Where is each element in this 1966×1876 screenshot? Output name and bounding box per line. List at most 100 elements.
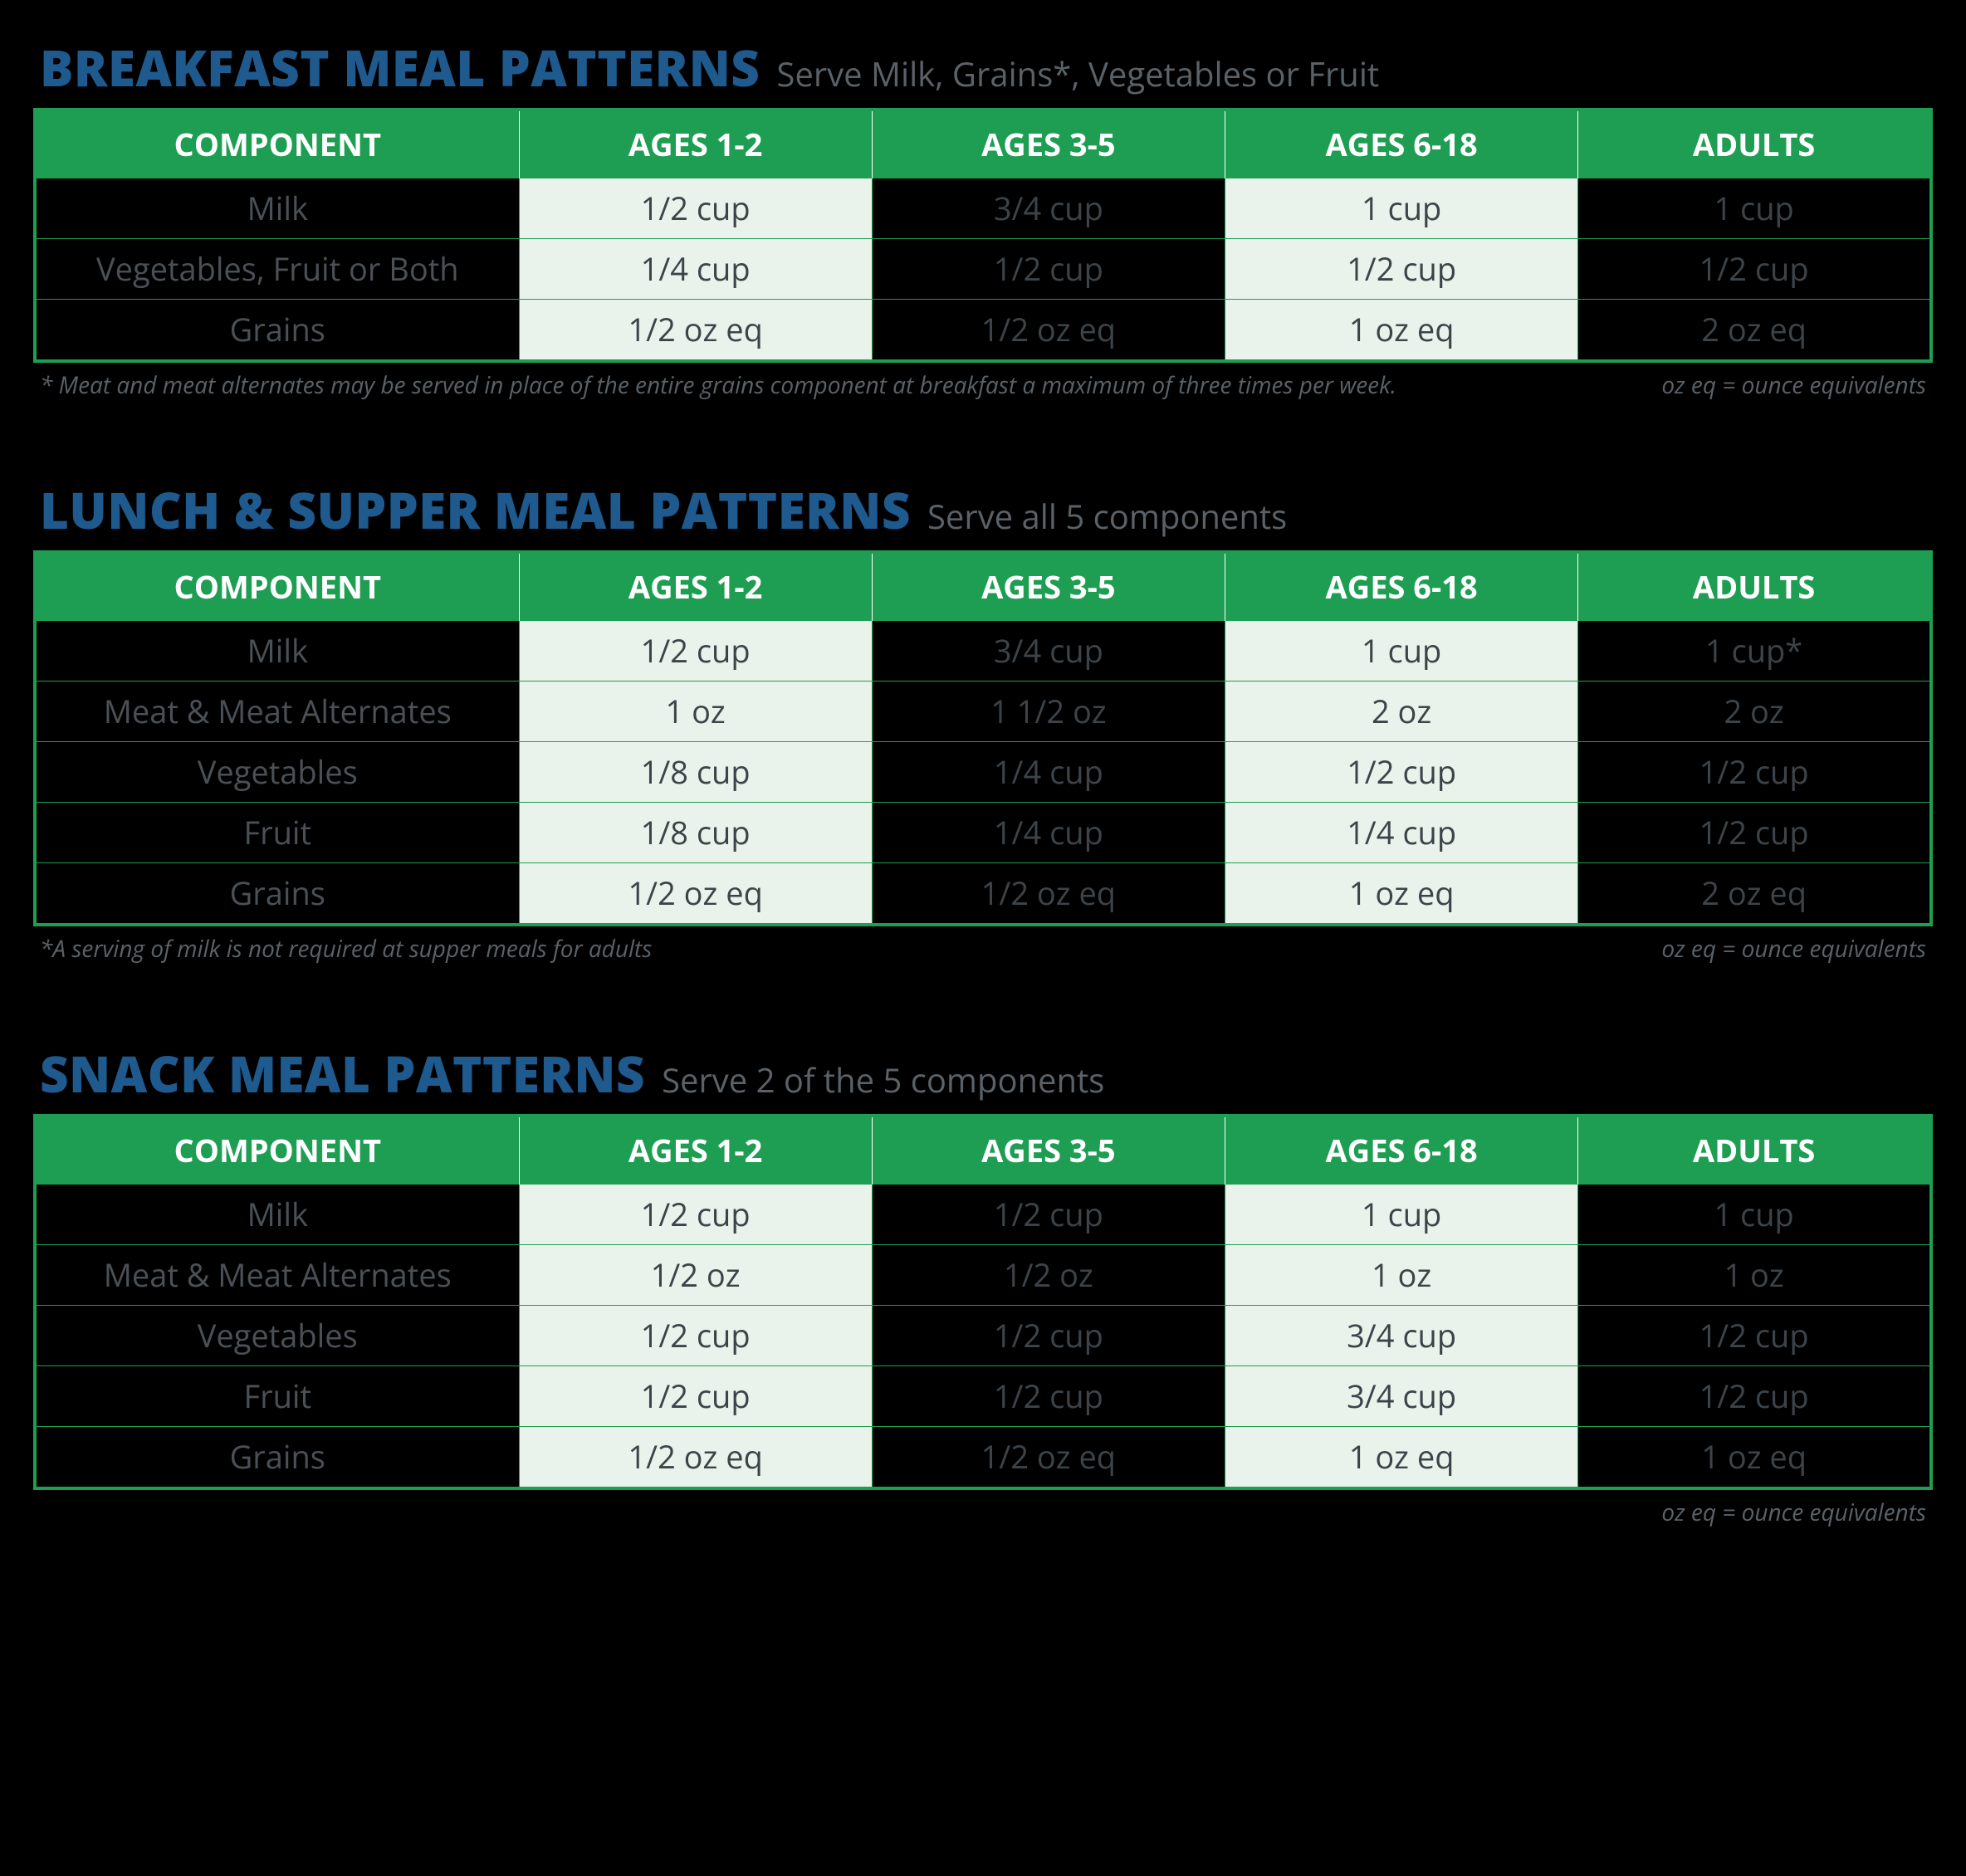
cell-value: 1/2 cup (1225, 742, 1577, 803)
cell-value: 1/2 cup (519, 178, 872, 239)
cell-value: 1/2 cup (1578, 239, 1931, 300)
cell-component: Vegetables, Fruit or Both (35, 239, 519, 300)
cell-value: 1/2 cup (1578, 1366, 1931, 1427)
cell-value: 3/4 cup (872, 178, 1225, 239)
cell-component: Meat & Meat Alternates (35, 682, 519, 742)
cell-value: 1/2 cup (1578, 803, 1931, 863)
cell-value: 1/2 cup (872, 1185, 1225, 1245)
cell-component: Milk (35, 621, 519, 682)
col-ages-6-18: AGES 6-18 (1225, 1116, 1577, 1185)
cell-component: Fruit (35, 803, 519, 863)
cell-value: 3/4 cup (872, 621, 1225, 682)
footnote-right: oz eq = ounce equivalents (1661, 1497, 1926, 1528)
cell-value: 1 oz (1578, 1245, 1931, 1306)
col-ages-6-18: AGES 6-18 (1225, 110, 1577, 178)
table-row: Grains 1/2 oz eq 1/2 oz eq 1 oz eq 2 oz … (35, 863, 1931, 926)
cell-value: 1/4 cup (1225, 803, 1577, 863)
cell-component: Milk (35, 1185, 519, 1245)
breakfast-title-row: BREAKFAST MEAL PATTERNS Serve Milk, Grai… (33, 33, 1933, 101)
cell-value: 1 cup (1225, 178, 1577, 239)
cell-value: 2 oz (1225, 682, 1577, 742)
col-ages-6-18: AGES 6-18 (1225, 552, 1577, 621)
table-row: Grains 1/2 oz eq 1/2 oz eq 1 oz eq 1 oz … (35, 1427, 1931, 1489)
cell-value: 1 1/2 oz (872, 682, 1225, 742)
cell-value: 2 oz eq (1578, 863, 1931, 926)
cell-value: 2 oz (1578, 682, 1931, 742)
cell-value: 1 cup (1578, 1185, 1931, 1245)
table-header-row: COMPONENT AGES 1-2 AGES 3-5 AGES 6-18 AD… (35, 110, 1931, 178)
table-row: Vegetables 1/2 cup 1/2 cup 3/4 cup 1/2 c… (35, 1306, 1931, 1366)
cell-value: 1 oz eq (1225, 300, 1577, 362)
lunch-title-row: LUNCH & SUPPER MEAL PATTERNS Serve all 5… (33, 476, 1933, 544)
col-adults: ADULTS (1578, 1116, 1931, 1185)
cell-value: 1/2 cup (519, 1306, 872, 1366)
cell-value: 1/2 cup (519, 1185, 872, 1245)
cell-component: Milk (35, 178, 519, 239)
table-row: Meat & Meat Alternates 1 oz 1 1/2 oz 2 o… (35, 682, 1931, 742)
breakfast-section: BREAKFAST MEAL PATTERNS Serve Milk, Grai… (33, 33, 1933, 401)
table-row: Grains 1/2 oz eq 1/2 oz eq 1 oz eq 2 oz … (35, 300, 1931, 362)
cell-value: 1/2 oz (872, 1245, 1225, 1306)
cell-value: 3/4 cup (1225, 1366, 1577, 1427)
table-header-row: COMPONENT AGES 1-2 AGES 3-5 AGES 6-18 AD… (35, 1116, 1931, 1185)
cell-value: 1/2 oz eq (872, 863, 1225, 926)
cell-component: Grains (35, 863, 519, 926)
cell-value: 1/4 cup (872, 803, 1225, 863)
footnote-right: oz eq = ounce equivalents (1661, 369, 1926, 401)
cell-component: Grains (35, 1427, 519, 1489)
table-row: Vegetables, Fruit or Both 1/4 cup 1/2 cu… (35, 239, 1931, 300)
cell-value: 1/2 cup (519, 1366, 872, 1427)
col-ages-1-2: AGES 1-2 (519, 552, 872, 621)
col-ages-1-2: AGES 1-2 (519, 110, 872, 178)
col-ages-3-5: AGES 3-5 (872, 1116, 1225, 1185)
lunch-title: LUNCH & SUPPER MEAL PATTERNS (40, 476, 911, 544)
cell-value: 1/2 cup (519, 621, 872, 682)
cell-value: 1/8 cup (519, 742, 872, 803)
cell-value: 1/2 cup (872, 1366, 1225, 1427)
col-component: COMPONENT (35, 552, 519, 621)
cell-value: 1/4 cup (519, 239, 872, 300)
cell-value: 1 oz eq (1578, 1427, 1931, 1489)
cell-component: Meat & Meat Alternates (35, 1245, 519, 1306)
cell-component: Vegetables (35, 1306, 519, 1366)
cell-value: 3/4 cup (1225, 1306, 1577, 1366)
table-header-row: COMPONENT AGES 1-2 AGES 3-5 AGES 6-18 AD… (35, 552, 1931, 621)
cell-component: Fruit (35, 1366, 519, 1427)
col-ages-3-5: AGES 3-5 (872, 552, 1225, 621)
footnote-left: *A serving of milk is not required at su… (40, 933, 652, 965)
cell-value: 1/2 cup (872, 239, 1225, 300)
snack-footnote: oz eq = ounce equivalents (33, 1490, 1933, 1528)
cell-value: 1/2 oz eq (872, 1427, 1225, 1489)
footnote-right: oz eq = ounce equivalents (1661, 933, 1926, 965)
cell-value: 1/2 cup (1225, 239, 1577, 300)
col-component: COMPONENT (35, 110, 519, 178)
cell-value: 1 oz (1225, 1245, 1577, 1306)
breakfast-title: BREAKFAST MEAL PATTERNS (40, 33, 760, 101)
lunch-subtitle: Serve all 5 components (927, 493, 1287, 539)
table-row: Milk 1/2 cup 1/2 cup 1 cup 1 cup (35, 1185, 1931, 1245)
cell-value: 1 cup (1225, 1185, 1577, 1245)
breakfast-subtitle: Serve Milk, Grains*, Vegetables or Fruit (776, 51, 1379, 96)
snack-table: COMPONENT AGES 1-2 AGES 3-5 AGES 6-18 AD… (33, 1114, 1933, 1490)
table-row: Vegetables 1/8 cup 1/4 cup 1/2 cup 1/2 c… (35, 742, 1931, 803)
cell-value: 1/2 oz eq (519, 1427, 872, 1489)
cell-value: 1 oz eq (1225, 863, 1577, 926)
cell-value: 2 oz eq (1578, 300, 1931, 362)
cell-value: 1 cup (1225, 621, 1577, 682)
col-ages-1-2: AGES 1-2 (519, 1116, 872, 1185)
cell-value: 1/4 cup (872, 742, 1225, 803)
snack-title-row: SNACK MEAL PATTERNS Serve 2 of the 5 com… (33, 1039, 1933, 1107)
cell-value: 1 cup* (1578, 621, 1931, 682)
cell-value: 1 oz (519, 682, 872, 742)
col-component: COMPONENT (35, 1116, 519, 1185)
table-row: Milk 1/2 cup 3/4 cup 1 cup 1 cup (35, 178, 1931, 239)
cell-value: 1 cup (1578, 178, 1931, 239)
cell-value: 1/2 oz eq (519, 300, 872, 362)
breakfast-footnote: * Meat and meat alternates may be served… (33, 363, 1933, 401)
table-row: Milk 1/2 cup 3/4 cup 1 cup 1 cup* (35, 621, 1931, 682)
lunch-table: COMPONENT AGES 1-2 AGES 3-5 AGES 6-18 AD… (33, 550, 1933, 926)
cell-value: 1 oz eq (1225, 1427, 1577, 1489)
breakfast-table: COMPONENT AGES 1-2 AGES 3-5 AGES 6-18 AD… (33, 108, 1933, 363)
table-row: Fruit 1/2 cup 1/2 cup 3/4 cup 1/2 cup (35, 1366, 1931, 1427)
cell-component: Grains (35, 300, 519, 362)
